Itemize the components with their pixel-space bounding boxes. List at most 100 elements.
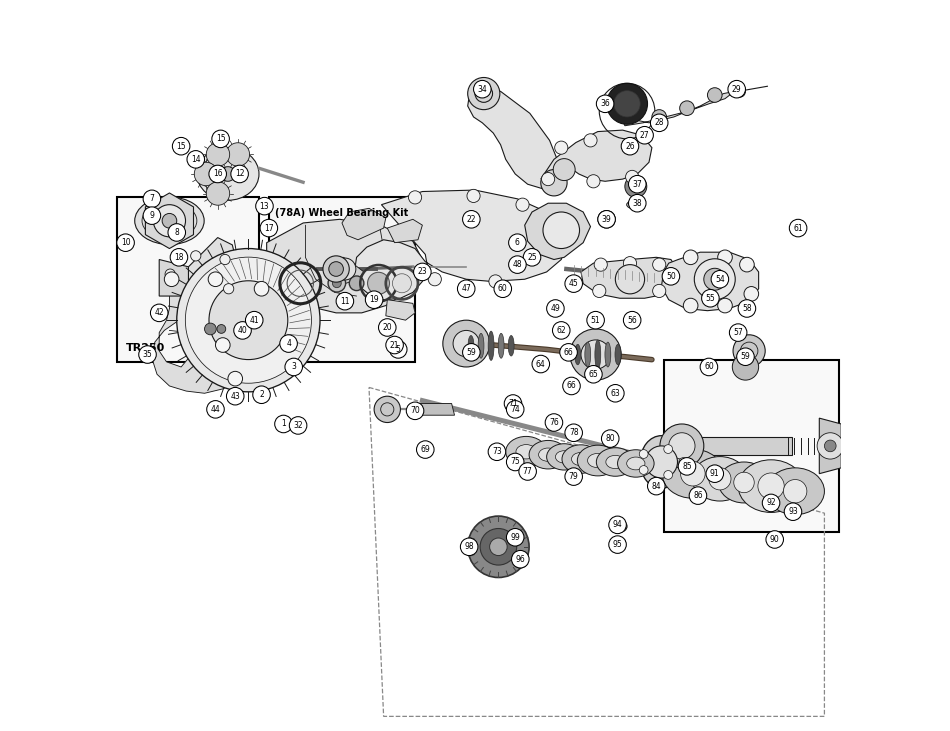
- Text: 51: 51: [591, 316, 600, 325]
- Circle shape: [206, 182, 230, 205]
- Ellipse shape: [597, 447, 635, 477]
- Ellipse shape: [606, 455, 625, 469]
- Text: 9: 9: [149, 211, 154, 220]
- Circle shape: [700, 358, 717, 376]
- Ellipse shape: [615, 344, 621, 365]
- Text: 21: 21: [390, 341, 399, 349]
- Text: 8: 8: [175, 228, 180, 237]
- Polygon shape: [413, 404, 454, 415]
- Text: 63: 63: [611, 389, 620, 398]
- Text: 54: 54: [715, 275, 725, 284]
- Circle shape: [565, 424, 582, 442]
- Circle shape: [609, 536, 626, 553]
- Circle shape: [587, 175, 600, 188]
- Circle shape: [648, 477, 665, 495]
- Circle shape: [683, 298, 698, 313]
- Circle shape: [587, 311, 604, 329]
- Circle shape: [565, 468, 582, 485]
- Circle shape: [662, 268, 679, 285]
- Ellipse shape: [572, 452, 591, 466]
- Text: 40: 40: [238, 326, 247, 335]
- Circle shape: [708, 88, 722, 102]
- Circle shape: [570, 329, 621, 380]
- Text: 18: 18: [174, 253, 183, 262]
- Circle shape: [150, 304, 168, 322]
- Circle shape: [621, 137, 638, 155]
- Circle shape: [623, 311, 641, 329]
- Circle shape: [709, 468, 731, 490]
- Text: 48: 48: [513, 260, 522, 269]
- Circle shape: [117, 234, 134, 251]
- Circle shape: [177, 249, 320, 392]
- Circle shape: [598, 211, 616, 228]
- Polygon shape: [819, 418, 842, 474]
- Circle shape: [565, 275, 582, 292]
- Circle shape: [733, 335, 765, 367]
- Circle shape: [366, 291, 383, 308]
- Circle shape: [730, 324, 747, 341]
- Text: 56: 56: [627, 316, 637, 325]
- Circle shape: [738, 300, 755, 317]
- Circle shape: [212, 130, 229, 148]
- Circle shape: [488, 443, 505, 461]
- Circle shape: [653, 258, 666, 271]
- Circle shape: [553, 159, 575, 181]
- Text: 28: 28: [655, 118, 664, 127]
- Circle shape: [597, 95, 614, 113]
- Text: 84: 84: [652, 482, 661, 491]
- Circle shape: [172, 137, 190, 155]
- Text: 22: 22: [466, 215, 476, 224]
- Text: 55: 55: [706, 294, 715, 303]
- Circle shape: [390, 341, 407, 358]
- Circle shape: [207, 401, 224, 418]
- Circle shape: [645, 446, 677, 478]
- Circle shape: [508, 234, 526, 251]
- Text: 73: 73: [492, 447, 502, 456]
- Ellipse shape: [578, 445, 618, 476]
- Circle shape: [689, 487, 707, 504]
- Circle shape: [664, 471, 673, 480]
- Ellipse shape: [693, 457, 748, 501]
- Text: 64: 64: [536, 360, 545, 368]
- Bar: [117, 197, 259, 362]
- Circle shape: [226, 143, 250, 166]
- Text: 6: 6: [515, 238, 520, 247]
- Circle shape: [626, 170, 638, 183]
- Circle shape: [443, 320, 489, 367]
- Text: 20: 20: [383, 323, 392, 332]
- Circle shape: [506, 401, 524, 418]
- Circle shape: [740, 257, 754, 272]
- Text: 7: 7: [149, 194, 154, 203]
- Polygon shape: [388, 219, 423, 243]
- Text: 2: 2: [259, 390, 264, 399]
- Ellipse shape: [135, 197, 204, 245]
- Circle shape: [336, 292, 353, 310]
- Circle shape: [542, 173, 555, 186]
- Circle shape: [275, 415, 293, 433]
- Text: (78A) Wheel Bearing Kit: (78A) Wheel Bearing Kit: [276, 208, 408, 219]
- Ellipse shape: [488, 331, 494, 360]
- Circle shape: [609, 516, 626, 534]
- Circle shape: [153, 205, 185, 237]
- Circle shape: [516, 198, 529, 211]
- Text: 17: 17: [264, 224, 274, 232]
- Circle shape: [143, 190, 161, 208]
- Circle shape: [407, 402, 424, 420]
- Circle shape: [408, 191, 422, 204]
- Circle shape: [513, 553, 527, 568]
- Bar: [269, 197, 415, 362]
- Circle shape: [392, 274, 411, 293]
- Circle shape: [463, 344, 480, 361]
- Text: 77: 77: [522, 467, 533, 476]
- Text: 65: 65: [589, 370, 598, 379]
- Ellipse shape: [468, 336, 474, 356]
- Circle shape: [209, 165, 226, 183]
- Text: 36: 36: [600, 99, 610, 108]
- Circle shape: [374, 396, 401, 423]
- Circle shape: [223, 284, 234, 294]
- Text: 42: 42: [155, 308, 164, 317]
- Bar: [674, 437, 791, 455]
- Ellipse shape: [587, 453, 608, 468]
- Circle shape: [607, 83, 648, 124]
- Circle shape: [461, 538, 478, 556]
